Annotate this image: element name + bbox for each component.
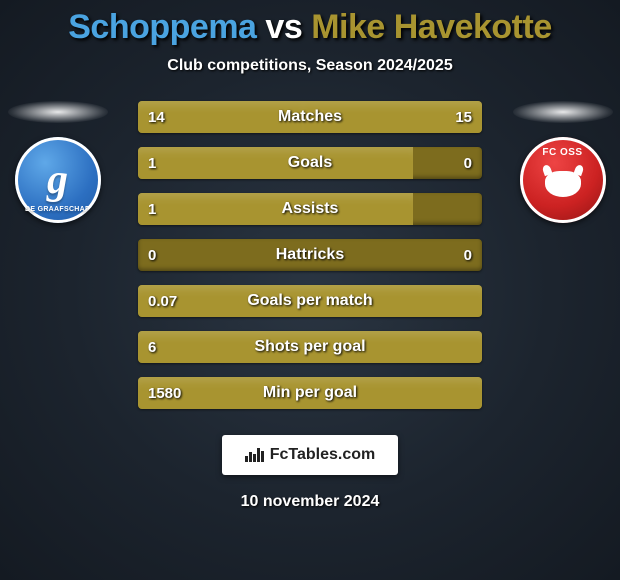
page-title: Schoppema vs Mike Havekotte	[0, 0, 620, 47]
right-club-column: FC OSS	[505, 101, 620, 223]
stat-value-right: 0	[454, 239, 482, 271]
chart-bars-icon	[245, 448, 264, 462]
player2-name: Mike Havekotte	[311, 8, 552, 46]
stat-value-left: 1	[138, 193, 166, 225]
stat-value-left: 1	[138, 147, 166, 179]
left-club-column: g	[0, 101, 115, 223]
bull-icon	[545, 171, 581, 197]
stat-row: 10Goals	[138, 147, 482, 179]
stat-value-left: 0	[138, 239, 166, 271]
stat-value-left: 1580	[138, 377, 191, 409]
date-text: 10 november 2024	[0, 493, 620, 511]
stat-value-right: 0	[454, 147, 482, 179]
halo-glow	[513, 101, 613, 123]
halo-glow	[8, 101, 108, 123]
stat-value-right	[462, 331, 482, 363]
stat-label: Hattricks	[138, 239, 482, 271]
comparison-area: g FC OSS 1415Matches10Goals1Assists00Hat…	[0, 101, 620, 409]
vs-text: vs	[256, 8, 311, 46]
brand-box[interactable]: FcTables.com	[222, 435, 398, 475]
player1-name: Schoppema	[68, 8, 256, 46]
stat-value-left: 6	[138, 331, 166, 363]
club-crest-right: FC OSS	[520, 137, 606, 223]
stat-fill-left	[138, 331, 482, 363]
stat-value-right: 15	[445, 101, 482, 133]
stat-value-right	[462, 285, 482, 317]
stat-row: 0 0Hattricks	[138, 239, 482, 271]
club-right-text: FC OSS	[542, 147, 582, 158]
stat-value-left: 0.07	[138, 285, 187, 317]
stat-row: 1415Matches	[138, 101, 482, 133]
stat-value-right	[462, 193, 482, 225]
stat-row: 1Assists	[138, 193, 482, 225]
club-crest-left: g	[15, 137, 101, 223]
stat-row: 1580Min per goal	[138, 377, 482, 409]
stat-row: 0.07Goals per match	[138, 285, 482, 317]
stat-value-left: 14	[138, 101, 175, 133]
stat-value-right	[462, 377, 482, 409]
stat-fill-left	[138, 285, 482, 317]
brand-text: FcTables.com	[270, 446, 376, 464]
stat-fill-left	[138, 193, 413, 225]
stat-fill-left	[138, 147, 413, 179]
stat-bars: 1415Matches10Goals1Assists00Hattricks0.0…	[138, 101, 482, 409]
stat-row: 6Shots per goal	[138, 331, 482, 363]
subtitle: Club competitions, Season 2024/2025	[0, 57, 620, 75]
